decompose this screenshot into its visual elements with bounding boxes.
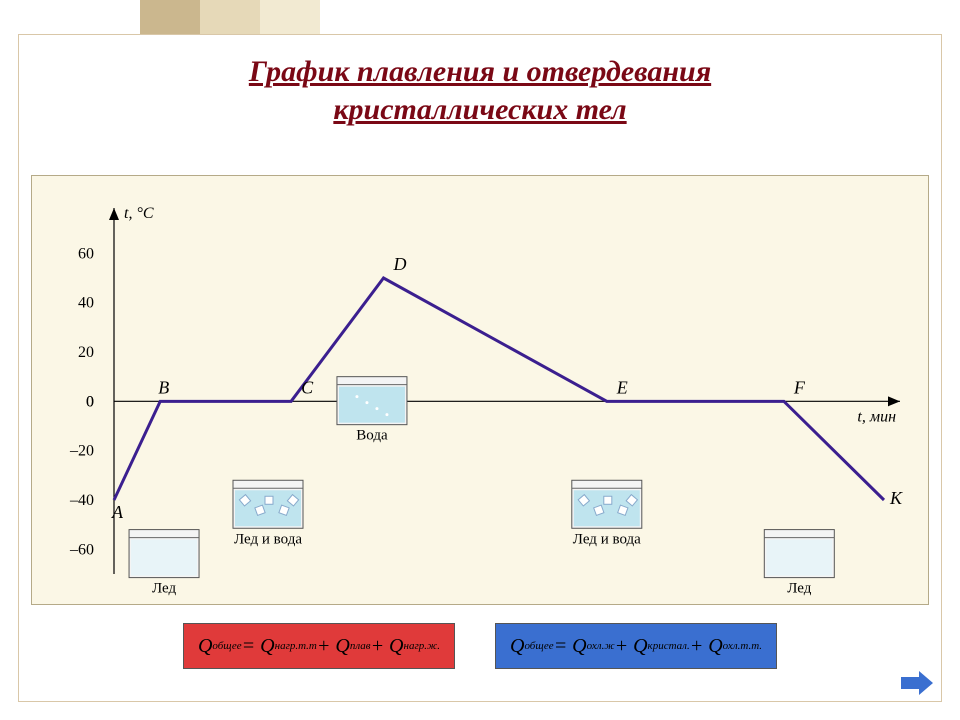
svg-text:D: D xyxy=(393,254,407,274)
title-line1: График плавления и отвердевания xyxy=(249,55,711,88)
formula-cooling: Qобщее = Qохл.ж + Qкристал. + Qохл.т.т. xyxy=(495,623,777,669)
svg-text:Вода: Вода xyxy=(356,428,388,444)
svg-text:Лед и вода: Лед и вода xyxy=(573,531,641,547)
svg-text:B: B xyxy=(158,377,169,397)
svg-text:0: 0 xyxy=(86,393,94,410)
formula-heating: Qобщее = Qнагр.т.т + Qплав + Qнагр.ж. xyxy=(183,623,455,669)
svg-text:A: A xyxy=(111,502,124,522)
chart-container: –60–40–2002040600t, °Ct, минЛедЛед и вод… xyxy=(31,175,929,605)
svg-text:20: 20 xyxy=(78,344,94,361)
svg-text:C: C xyxy=(301,377,314,397)
svg-text:60: 60 xyxy=(78,245,94,262)
svg-text:–60: –60 xyxy=(69,541,94,558)
title-line2: кристаллических тел xyxy=(333,93,626,126)
svg-text:Лед: Лед xyxy=(787,581,812,597)
svg-text:E: E xyxy=(616,377,628,397)
svg-text:–20: –20 xyxy=(69,443,94,460)
svg-text:–40: –40 xyxy=(69,492,94,509)
slide-frame: График плавления и отвердевания кристалл… xyxy=(18,34,942,702)
svg-text:t, мин: t, мин xyxy=(857,408,896,425)
svg-text:40: 40 xyxy=(78,295,94,312)
svg-text:K: K xyxy=(889,488,903,508)
svg-text:Лед и вода: Лед и вода xyxy=(234,531,302,547)
formula-row: Qобщее = Qнагр.т.т + Qплав + Qнагр.ж. Qо… xyxy=(31,623,929,669)
slide-title: График плавления и отвердевания кристалл… xyxy=(19,53,941,128)
svg-text:Лед: Лед xyxy=(152,581,177,597)
corner-decoration xyxy=(140,0,320,34)
svg-text:F: F xyxy=(793,377,806,397)
svg-text:t, °C: t, °C xyxy=(124,205,154,222)
next-arrow-icon[interactable] xyxy=(899,669,935,697)
phase-chart: –60–40–2002040600t, °Ct, минЛедЛед и вод… xyxy=(104,204,904,574)
